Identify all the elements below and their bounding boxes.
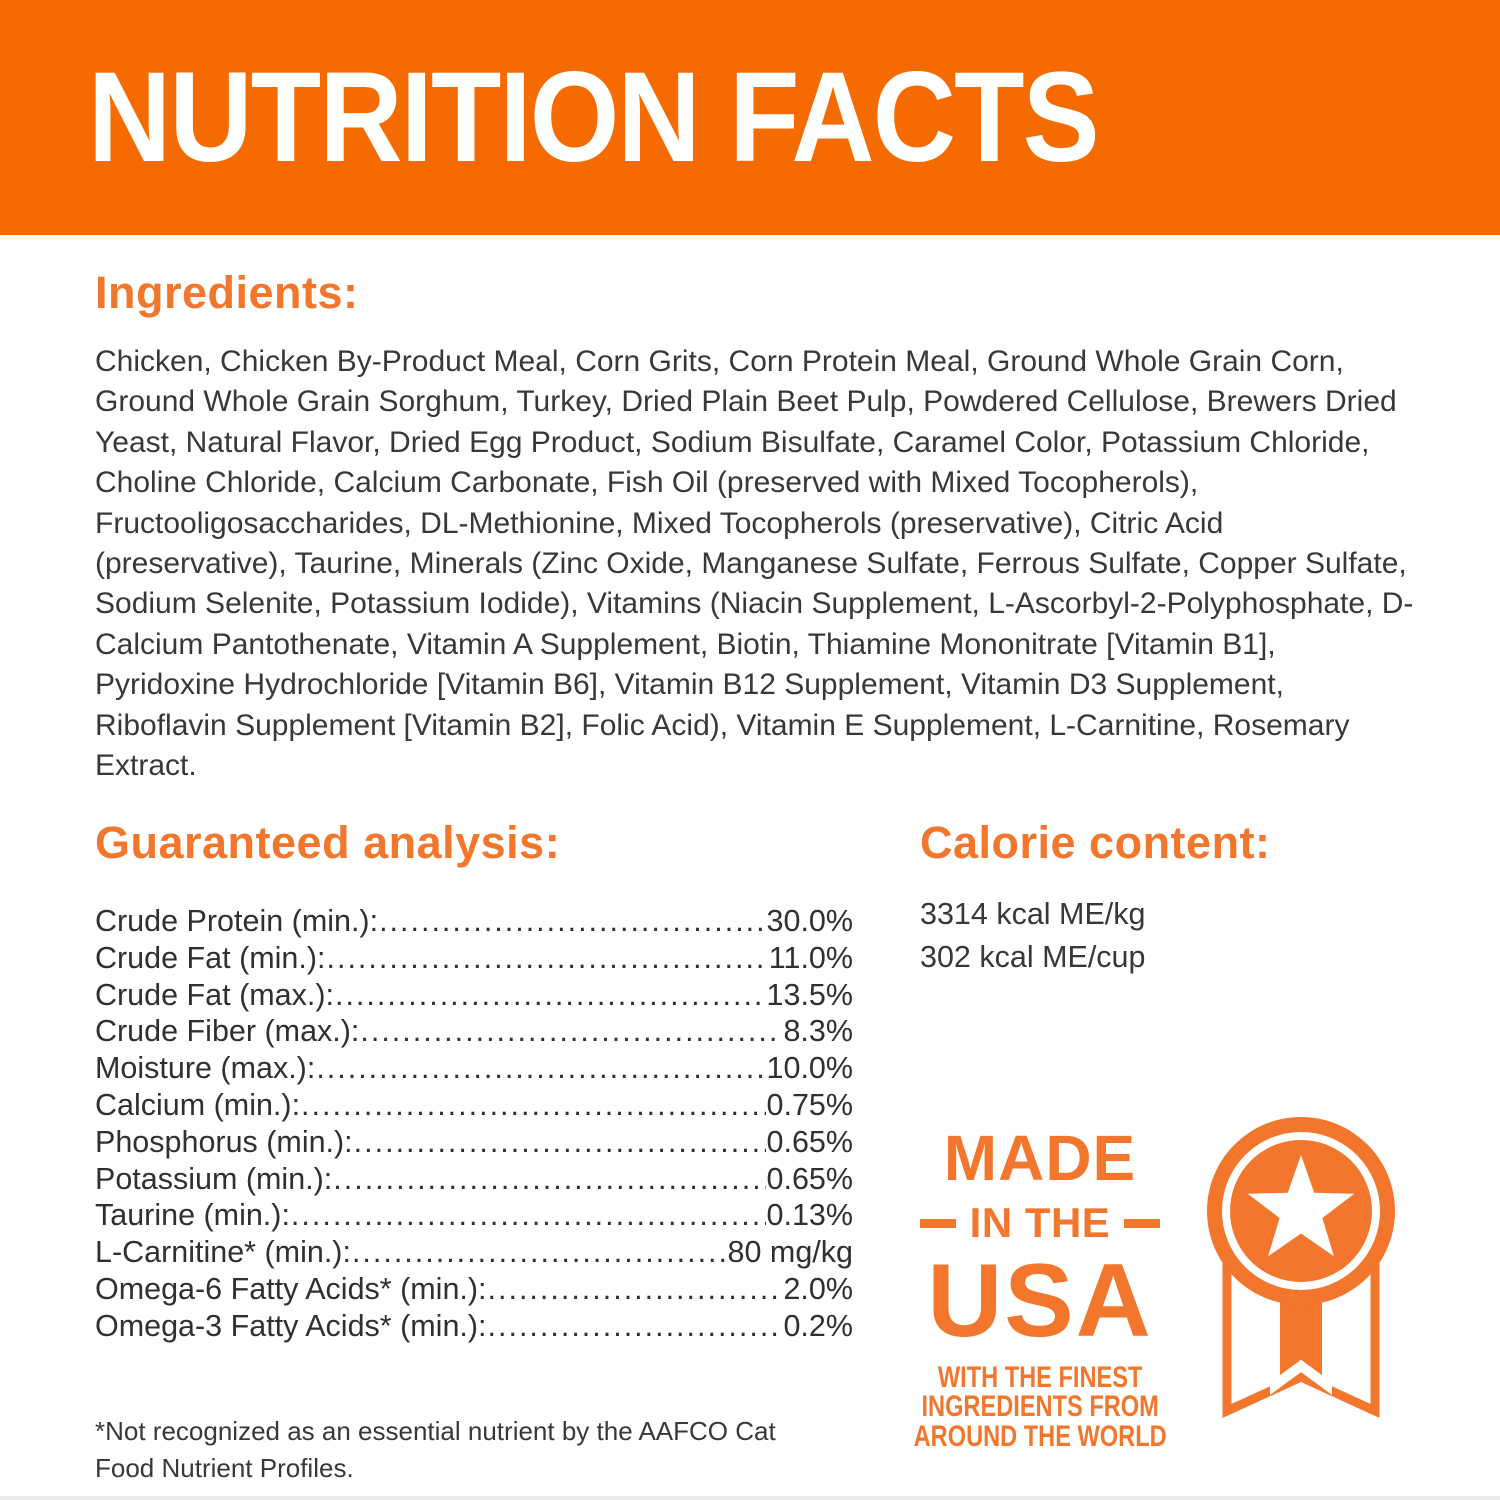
analysis-value: 2.0% xyxy=(783,1271,853,1306)
analysis-label: Moisture (max.): xyxy=(95,1051,316,1086)
tagline-line: WITH THE FINEST xyxy=(937,1360,1143,1394)
table-row: Crude Fat (max.): 13.5% xyxy=(95,977,853,1014)
made-in-usa-badge: MADE IN THE USA WITH THE FINEST INGREDIE… xyxy=(880,1126,1200,1451)
analysis-value: 80 mg/kg xyxy=(727,1235,853,1270)
tagline-line: AROUND THE WORLD xyxy=(913,1419,1167,1453)
table-row: Calcium (min.): 0.75% xyxy=(95,1087,853,1124)
analysis-label: Omega-6 Fatty Acids* (min.): xyxy=(95,1271,487,1306)
calorie-kg-line: 3314 kcal ME/kg xyxy=(920,897,1146,931)
table-row: Omega-3 Fatty Acids* (min.): 0.2% xyxy=(95,1308,853,1345)
usa-medal-icon xyxy=(1202,1115,1402,1455)
calorie-cup-line: 302 kcal ME/cup xyxy=(920,940,1146,974)
guaranteed-analysis-table: Crude Protein (min.): 30.0% Crude Fat (m… xyxy=(95,903,853,1345)
table-row: Crude Fat (min.): 11.0% xyxy=(95,940,853,977)
table-row: Phosphorus (min.): 0.65% xyxy=(95,1124,853,1161)
ingredients-paragraph: Chicken, Chicken By-Product Meal, Corn G… xyxy=(95,345,1414,783)
analysis-label: Potassium (min.): xyxy=(95,1161,333,1196)
analysis-value: 8.3% xyxy=(783,1014,853,1049)
analysis-value: 0.75% xyxy=(766,1087,853,1122)
dotted-leader xyxy=(291,1197,766,1234)
dotted-leader xyxy=(379,903,765,940)
table-row: Moisture (max.): 10.0% xyxy=(95,1050,853,1087)
analysis-label: Calcium (min.): xyxy=(95,1087,301,1122)
table-row: Crude Protein (min.): 30.0% xyxy=(95,903,853,940)
bottom-edge xyxy=(0,1496,1500,1500)
analysis-label: L-Carnitine* (min.): xyxy=(95,1235,351,1270)
table-row: Taurine (min.): 0.13% xyxy=(95,1197,853,1234)
medal-ring xyxy=(1222,1132,1380,1290)
dotted-leader xyxy=(335,977,766,1014)
calorie-content-values: 3314 kcal ME/kg 302 kcal ME/cup xyxy=(920,893,1145,979)
analysis-label: Crude Fat (max.): xyxy=(95,977,334,1012)
medal-ribbon-star-icon xyxy=(1207,1117,1395,1419)
tagline-line: INGREDIENTS FROM xyxy=(921,1390,1159,1424)
page-title: NUTRITION FACTS xyxy=(88,46,1100,189)
analysis-value: 10.0% xyxy=(766,1051,853,1086)
dash-left xyxy=(919,1218,956,1228)
made-word: MADE xyxy=(943,1122,1137,1194)
star-icon xyxy=(1247,1155,1355,1257)
dash-right xyxy=(1124,1218,1161,1228)
analysis-label: Crude Fat (min.): xyxy=(95,940,326,975)
analysis-label: Omega-3 Fatty Acids* (min.): xyxy=(95,1308,487,1343)
table-row: Omega-6 Fatty Acids* (min.): 2.0% xyxy=(95,1271,853,1308)
header-banner: NUTRITION FACTS xyxy=(0,0,1500,235)
calorie-content-heading: Calorie content: xyxy=(920,817,1271,868)
table-row: L-Carnitine* (min.): 80 mg/kg xyxy=(95,1234,853,1271)
analysis-label: Phosphorus (min.): xyxy=(95,1124,353,1159)
analysis-value: 30.0% xyxy=(766,904,853,938)
analysis-label: Taurine (min.): xyxy=(95,1198,290,1233)
analysis-value: 0.65% xyxy=(766,1161,853,1196)
analysis-value: 0.2% xyxy=(783,1308,853,1343)
guaranteed-analysis-heading: Guaranteed analysis: xyxy=(95,817,561,868)
dotted-leader xyxy=(333,1161,765,1198)
analysis-value: 0.65% xyxy=(766,1124,853,1159)
dotted-leader xyxy=(488,1271,783,1308)
dotted-leader xyxy=(301,1087,765,1124)
table-row: Potassium (min.): 0.65% xyxy=(95,1161,853,1198)
dotted-leader xyxy=(352,1234,727,1271)
ingredients-heading: Ingredients: xyxy=(95,267,359,318)
table-row: Crude Fiber (max.): 8.3% xyxy=(95,1013,853,1050)
analysis-value: 13.5% xyxy=(766,977,853,1012)
aafco-footnote: *Not recognized as an essential nutrient… xyxy=(95,1416,776,1483)
dotted-leader xyxy=(354,1124,766,1161)
in-the-row: IN THE xyxy=(906,1202,1175,1244)
dotted-leader xyxy=(488,1308,783,1345)
dotted-leader xyxy=(360,1013,782,1050)
analysis-value: 0.13% xyxy=(766,1198,853,1233)
analysis-label: Crude Protein (min.): xyxy=(95,904,379,938)
dotted-leader xyxy=(316,1050,765,1087)
usa-word: USA xyxy=(927,1243,1153,1359)
analysis-value: 11.0% xyxy=(768,940,853,975)
usa-tagline: WITH THE FINEST INGREDIENTS FROM AROUND … xyxy=(913,1363,1166,1452)
analysis-label: Crude Fiber (max.): xyxy=(95,1014,360,1049)
dotted-leader xyxy=(327,940,768,977)
in-the-word: IN THE xyxy=(969,1199,1111,1246)
